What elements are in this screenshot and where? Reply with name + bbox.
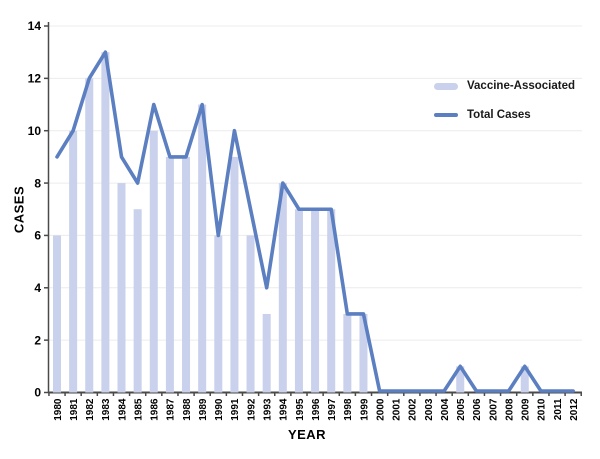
y-tick-label: 12	[28, 72, 42, 86]
vaccine-associated-bar	[327, 209, 336, 393]
x-tick-label: 2009	[521, 398, 532, 421]
x-tick-label: 1993	[262, 398, 273, 421]
x-tick-label: 1999	[359, 398, 370, 421]
x-tick-label: 2007	[488, 398, 499, 421]
x-tick-label: 1990	[214, 398, 225, 421]
x-tick-label: 2004	[440, 398, 451, 421]
legend-label: Vaccine-Associated	[467, 80, 576, 92]
x-tick-label: 2012	[569, 398, 580, 421]
vaccine-associated-bar	[311, 209, 320, 393]
vaccine-associated-bar	[101, 52, 110, 393]
bar-swatch-icon	[434, 82, 458, 90]
legend: Vaccine-Associated Total Cases	[434, 80, 575, 121]
y-tick-label: 8	[34, 176, 41, 190]
x-tick-label: 1997	[327, 398, 338, 421]
vaccine-associated-bar	[198, 104, 207, 393]
y-tick-label: 14	[28, 19, 42, 33]
vaccine-associated-bar	[278, 183, 287, 393]
x-tick-label: 1987	[166, 398, 177, 421]
vaccine-associated-bar	[230, 156, 239, 393]
x-tick-label: 1982	[85, 398, 96, 421]
x-tick-label: 1992	[246, 398, 257, 421]
vaccine-associated-bar	[69, 130, 78, 393]
x-tick-label: 1986	[150, 398, 161, 421]
vaccine-associated-bar	[456, 366, 465, 393]
x-axis-title: YEAR	[287, 427, 327, 442]
x-tick-label: 1980	[53, 398, 64, 421]
x-tick-label: 1985	[133, 398, 144, 421]
vaccine-associated-bar	[359, 313, 368, 393]
vaccine-associated-bar	[214, 235, 223, 393]
x-tick-label: 1989	[198, 398, 209, 421]
vaccine-associated-bar	[246, 235, 255, 393]
x-tick-label: 2000	[375, 398, 386, 421]
x-tick-label: 1991	[230, 398, 241, 421]
y-tick-label: 0	[34, 386, 41, 400]
x-tick-label: 2011	[553, 398, 564, 420]
vaccine-associated-bar	[117, 183, 126, 393]
x-tick-label: 1983	[101, 398, 112, 421]
vaccine-associated-bar	[343, 313, 352, 393]
y-tick-label: 6	[34, 229, 41, 243]
vaccine-associated-bar	[182, 156, 191, 393]
vaccine-associated-bar	[262, 313, 271, 393]
vaccine-associated-bar	[133, 209, 142, 393]
vaccine-associated-bar	[165, 156, 174, 393]
x-tick-label: 1981	[69, 398, 80, 421]
legend-label: Total Cases	[467, 109, 531, 121]
x-tick-label: 1996	[311, 398, 322, 421]
x-tick-label: 2005	[456, 398, 467, 421]
x-tick-label: 2001	[392, 398, 403, 421]
x-tick-label: 1988	[182, 398, 193, 421]
vaccine-associated-bar	[149, 130, 158, 393]
y-tick-label: 2	[34, 333, 41, 347]
vaccine-associated-bar	[520, 366, 529, 393]
vaccine-associated-bar	[294, 209, 303, 393]
vaccine-associated-bar	[53, 235, 61, 393]
x-tick-label: 1998	[343, 398, 354, 421]
y-axis-title: CASES	[11, 185, 27, 234]
x-tick-label: 2002	[408, 398, 419, 421]
y-tick-label: 4	[34, 281, 41, 295]
legend-item-total-cases: Total Cases	[434, 109, 575, 121]
x-tick-label: 1984	[117, 398, 128, 421]
line-swatch-icon	[434, 112, 458, 118]
vaccine-associated-bar	[85, 78, 94, 393]
x-tick-label: 2003	[424, 398, 435, 421]
x-tick-label: 1995	[295, 398, 306, 421]
legend-item-vaccine-associated: Vaccine-Associated	[434, 80, 575, 92]
total-cases-line	[55, 50, 575, 393]
x-tick-label: 2010	[537, 398, 548, 421]
x-tick-label: 2008	[504, 398, 515, 421]
x-tick-label: 2006	[472, 398, 483, 421]
x-tick-label: 1994	[279, 398, 290, 421]
y-tick-label: 10	[28, 124, 42, 138]
